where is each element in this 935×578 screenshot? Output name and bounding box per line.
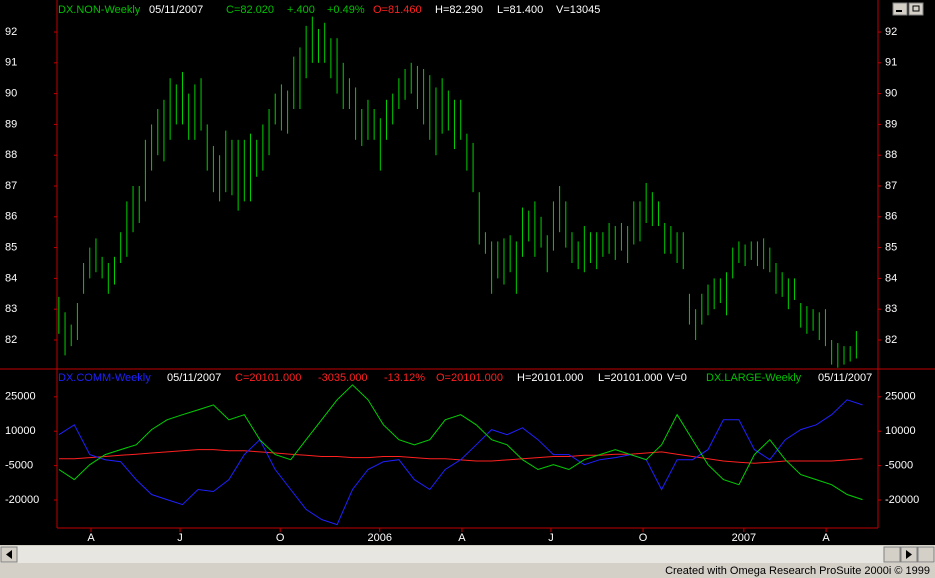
info-text: L=81.400 <box>497 4 543 16</box>
info-text: V=13045 <box>556 4 600 16</box>
y-tick-label: 90 <box>5 88 17 100</box>
scrollbar[interactable] <box>0 546 935 563</box>
y-tick-label-right: -20000 <box>885 494 919 506</box>
zoom-button[interactable] <box>917 546 935 563</box>
info-text: O=81.460 <box>373 4 422 16</box>
info-text: +0.49% <box>327 4 365 16</box>
y-tick-label: 89 <box>5 118 17 130</box>
x-tick-label: O <box>276 532 285 544</box>
y-tick-label: 82 <box>5 334 17 346</box>
y-tick-label: 83 <box>5 303 17 315</box>
restore-button[interactable] <box>908 2 924 16</box>
chart-background <box>0 0 935 545</box>
x-tick-label: A <box>458 532 466 544</box>
info-text: DX.COMM-Weekly <box>58 372 151 384</box>
y-tick-label: 10000 <box>5 425 36 437</box>
y-tick-label-right: 25000 <box>885 391 916 403</box>
series-line <box>58 384 863 501</box>
y-tick-label-right: 84 <box>885 272 897 284</box>
info-text: L=20101.000 <box>598 372 663 384</box>
y-tick-label: 85 <box>5 241 17 253</box>
y-tick-label-right: 92 <box>885 26 897 38</box>
info-text: V=0 <box>667 372 687 384</box>
y-tick-label-right: 89 <box>885 118 897 130</box>
y-tick-label-right: 91 <box>885 57 897 69</box>
y-tick-label: 84 <box>5 272 17 284</box>
y-tick-label: 86 <box>5 211 17 223</box>
info-text: DX.LARGE-Weekly <box>706 372 802 384</box>
y-tick-label: 25000 <box>5 391 36 403</box>
y-tick-label-right: 90 <box>885 88 897 100</box>
y-tick-label: -5000 <box>5 460 33 472</box>
y-tick-label-right: 86 <box>885 211 897 223</box>
info-text: 05/11/2007 <box>167 372 221 384</box>
y-tick-label: 88 <box>5 149 17 161</box>
y-tick-label: 91 <box>5 57 17 69</box>
info-text: 05/11/2007 <box>818 372 872 384</box>
info-text: -13.12% <box>384 372 425 384</box>
y-tick-label-right: 82 <box>885 334 897 346</box>
scroll-thumb[interactable] <box>883 546 901 563</box>
x-tick-label: 2007 <box>732 532 756 544</box>
x-tick-label: A <box>87 532 95 544</box>
x-tick-label: J <box>548 532 554 544</box>
info-text: C=20101.000 <box>235 372 301 384</box>
y-tick-label-right: 85 <box>885 241 897 253</box>
arrow-right <box>906 550 912 559</box>
x-tick-label: 2006 <box>367 532 391 544</box>
info-text: H=82.290 <box>435 4 483 16</box>
y-tick-label-right: 10000 <box>885 425 916 437</box>
x-tick-label: J <box>177 532 183 544</box>
minimize-button[interactable] <box>892 2 908 16</box>
info-text: 05/11/2007 <box>149 4 203 16</box>
y-tick-label: 92 <box>5 26 17 38</box>
y-tick-label: 87 <box>5 180 17 192</box>
y-tick-label-right: 83 <box>885 303 897 315</box>
arrow-left <box>6 550 12 559</box>
series-line <box>58 399 863 526</box>
y-tick-label-right: 87 <box>885 180 897 192</box>
y-tick-label-right: -5000 <box>885 460 913 472</box>
y-tick-label-right: 88 <box>885 149 897 161</box>
info-text: +.400 <box>287 4 315 16</box>
info-text: DX.NON-Weekly <box>58 4 141 16</box>
info-text: H=20101.000 <box>517 372 583 384</box>
info-text: -3035.000 <box>318 372 368 384</box>
x-tick-label: A <box>822 532 830 544</box>
y-tick-label: -20000 <box>5 494 39 506</box>
footer: Created with Omega Research ProSuite 200… <box>665 565 930 577</box>
restore-icon <box>912 5 920 12</box>
x-tick-label: O <box>639 532 648 544</box>
info-text: O=20101.000 <box>436 372 503 384</box>
info-text: C=82.020 <box>226 4 274 16</box>
